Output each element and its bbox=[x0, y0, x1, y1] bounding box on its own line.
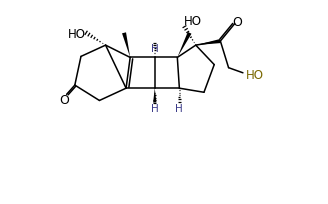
Polygon shape bbox=[122, 33, 130, 58]
Text: HO: HO bbox=[245, 69, 263, 82]
Text: HO: HO bbox=[183, 15, 201, 28]
Text: HO: HO bbox=[68, 28, 86, 41]
Text: H: H bbox=[175, 103, 183, 113]
Text: H: H bbox=[151, 44, 159, 54]
Text: O: O bbox=[232, 16, 242, 29]
Polygon shape bbox=[196, 40, 221, 46]
Text: O: O bbox=[60, 93, 70, 106]
Polygon shape bbox=[153, 89, 156, 103]
Text: H: H bbox=[151, 103, 159, 113]
Polygon shape bbox=[177, 33, 192, 58]
